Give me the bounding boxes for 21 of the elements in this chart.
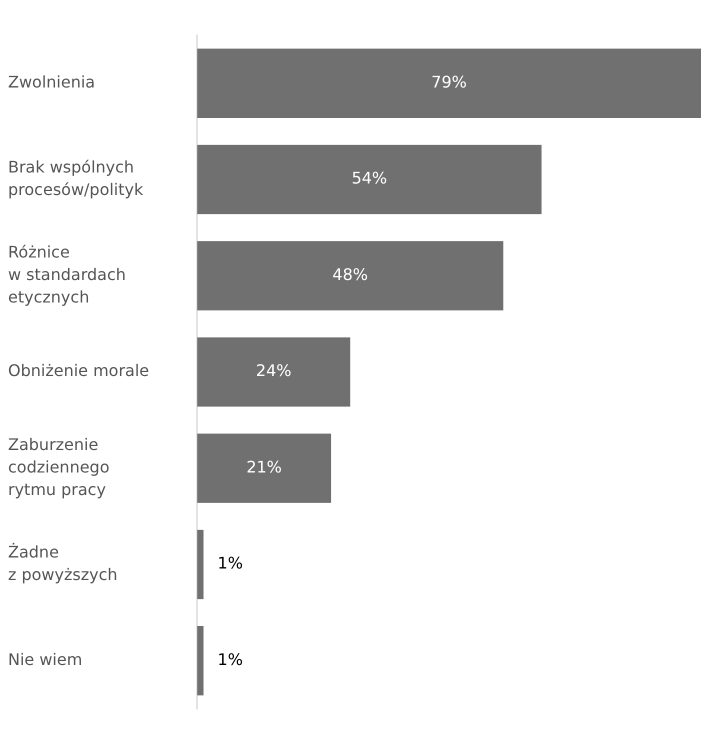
y-tick-label: Różnice w standardach etycznych <box>8 242 126 306</box>
y-tick-label: Brak wspólnych procesów/polityk <box>8 158 144 199</box>
bar <box>197 48 701 118</box>
data-label: 24% <box>256 361 292 380</box>
y-tick-label: Nie wiem <box>8 650 82 669</box>
bar <box>197 337 350 407</box>
bar <box>197 241 504 310</box>
data-label: 48% <box>332 264 368 284</box>
y-tick-label: Obniżenie morale <box>8 361 150 380</box>
bar <box>197 626 204 696</box>
data-label: 21% <box>246 457 282 476</box>
bar <box>197 144 542 214</box>
bar <box>197 434 332 503</box>
data-label: 1% <box>218 554 243 573</box>
y-tick-label: Zaburzenie codziennego rytmu pracy <box>8 434 110 499</box>
data-label: 54% <box>352 168 388 188</box>
data-label: 1% <box>218 650 243 669</box>
bar <box>197 530 204 600</box>
data-label: 79% <box>431 72 467 92</box>
y-tick-label: Zwolnienia <box>8 72 96 92</box>
y-tick-label: Żadne z powyższych <box>8 542 118 584</box>
